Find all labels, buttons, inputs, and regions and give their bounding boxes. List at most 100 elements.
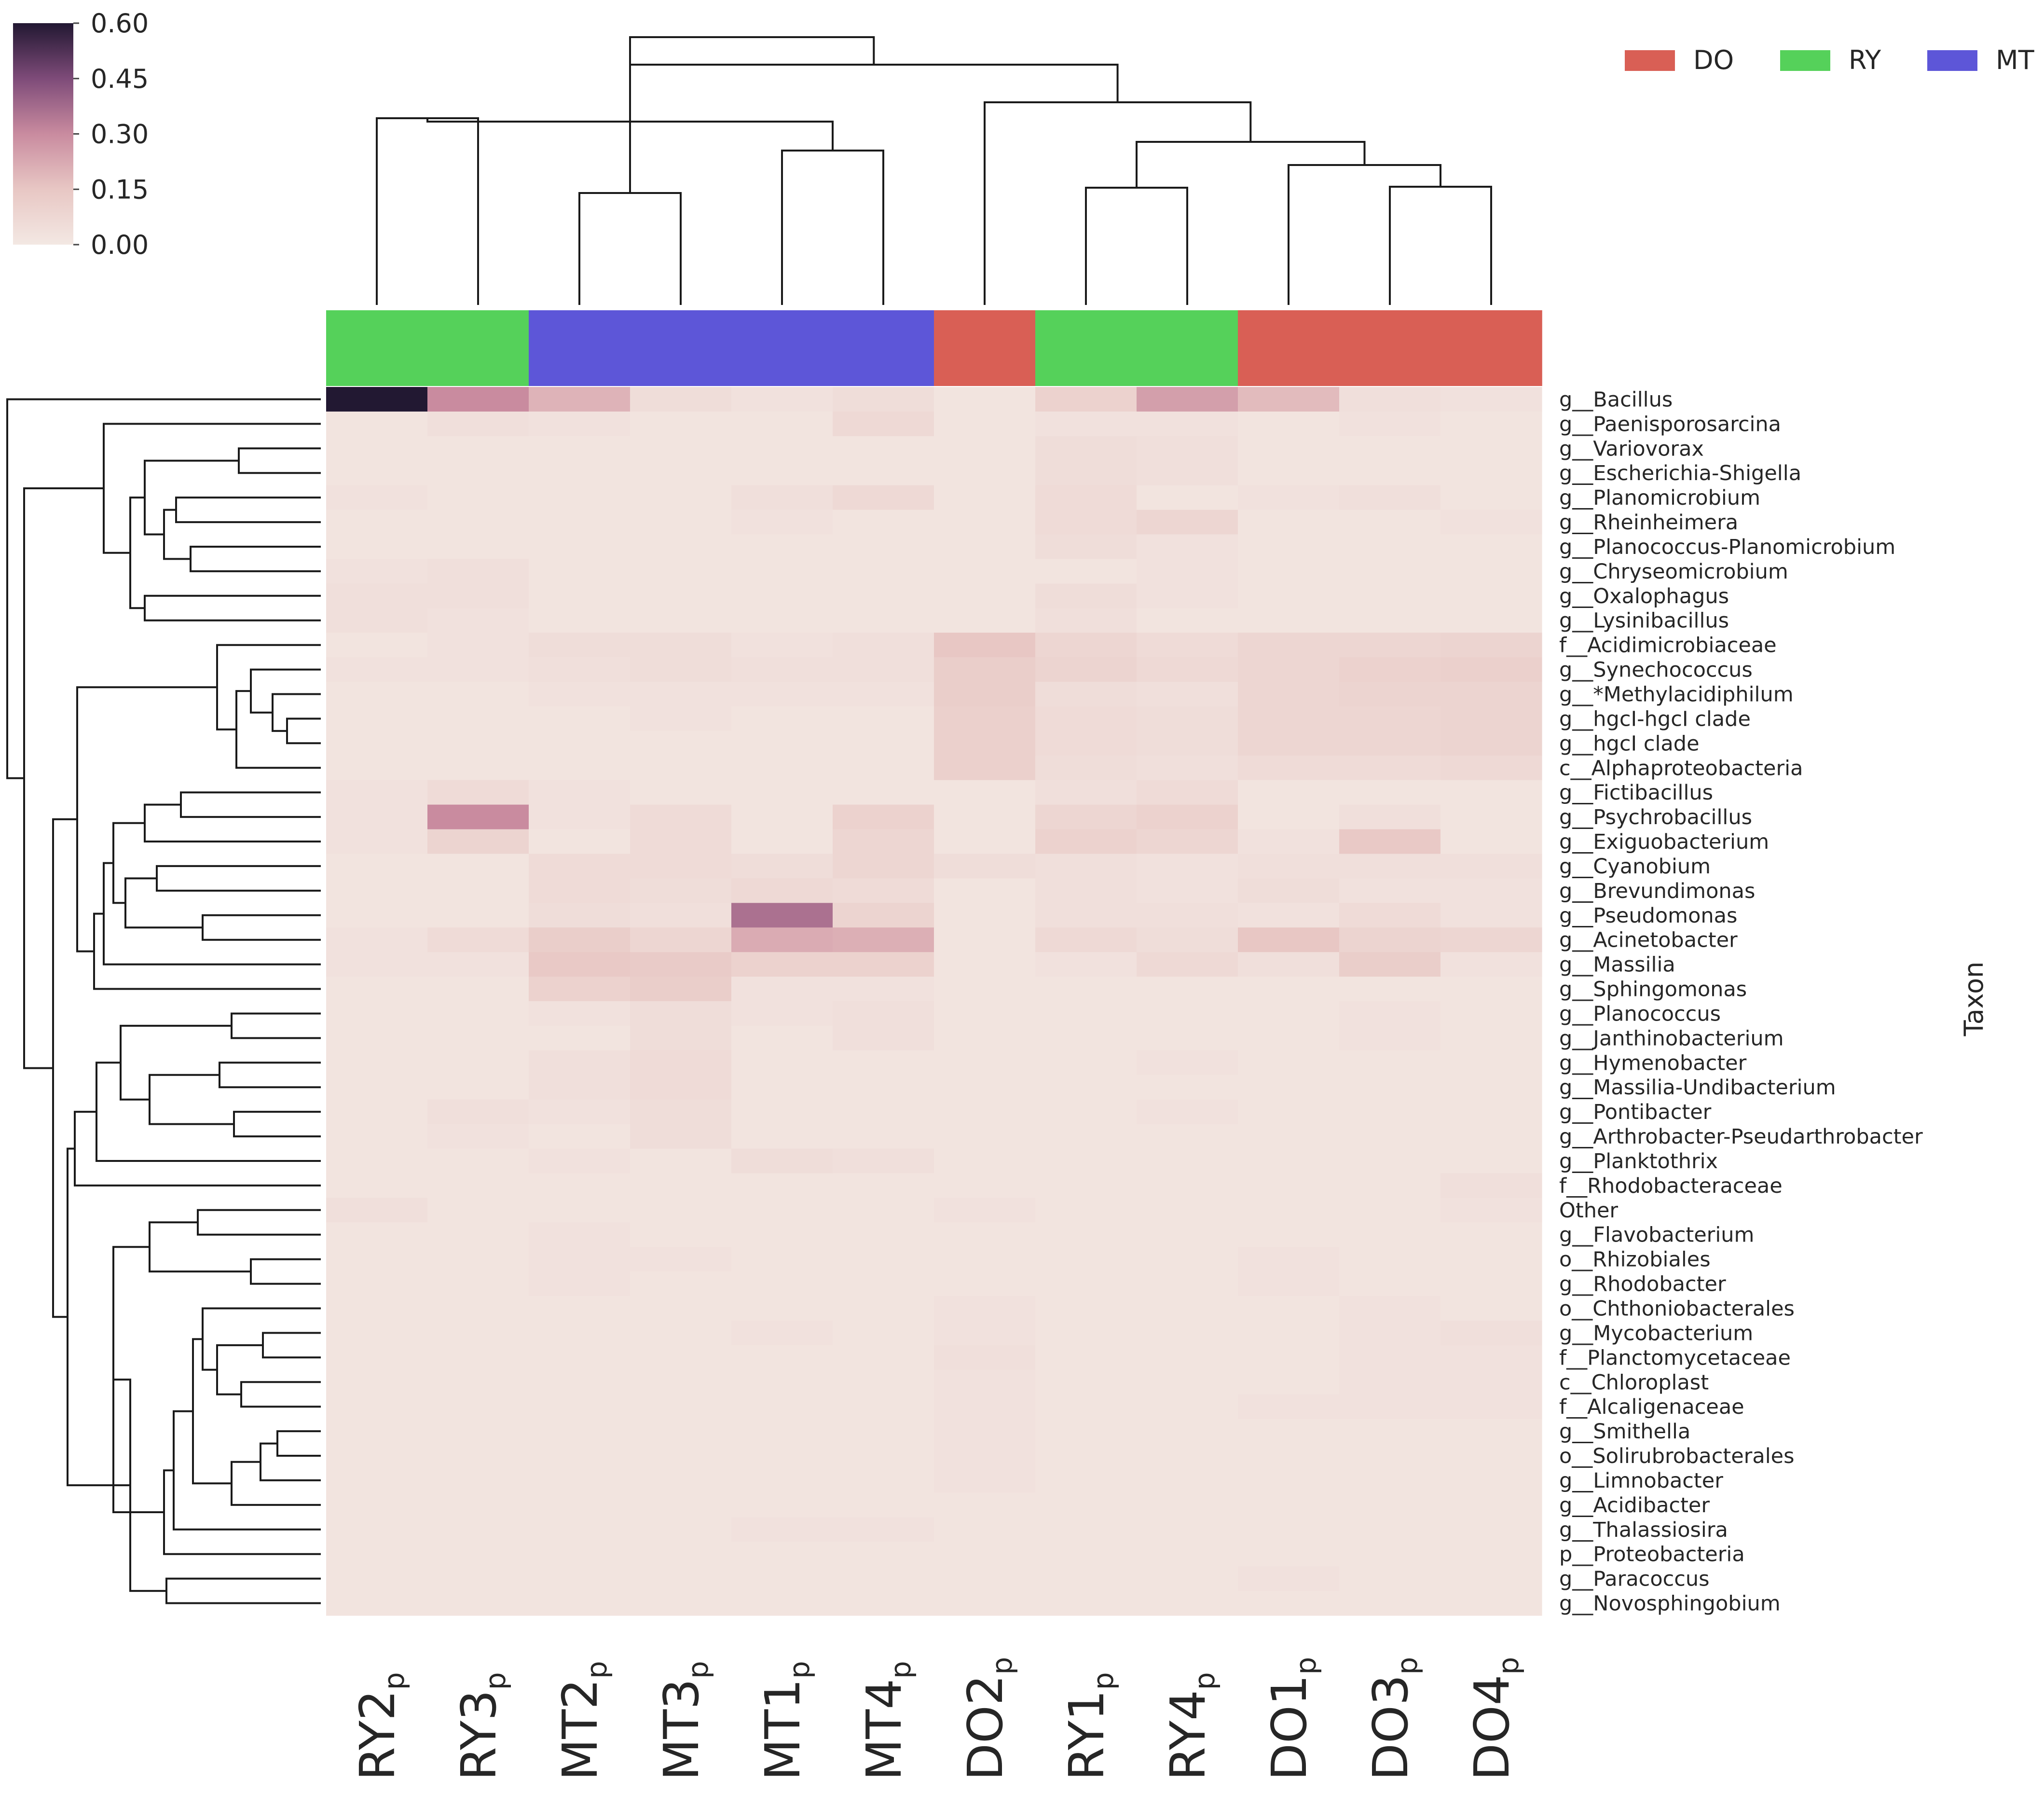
heatmap-cell: [934, 804, 1036, 830]
heatmap-cell: [630, 1394, 732, 1420]
heatmap-cell: [630, 485, 732, 511]
heatmap-cell: [1440, 927, 1542, 952]
column-label: DO3p: [1362, 1657, 1424, 1780]
heatmap-cell: [529, 387, 631, 412]
heatmap-cell: [630, 559, 732, 584]
heatmap-cell: [1339, 682, 1441, 707]
heatmap-cell: [833, 1124, 934, 1149]
heatmap-cell: [630, 460, 732, 486]
column-dendrogram-link: [984, 101, 1252, 305]
heatmap-cell: [1137, 878, 1238, 903]
heatmap-cell: [934, 1148, 1036, 1173]
column-label: DO2p: [957, 1657, 1018, 1780]
heatmap-cell: [326, 510, 428, 535]
heatmap-cell: [1035, 387, 1137, 412]
heatmap-cell: [1440, 559, 1542, 584]
heatmap-cell: [326, 927, 428, 952]
heatmap-cell: [1137, 952, 1238, 977]
column-dendrogram-link: [629, 36, 875, 193]
y-axis-title: Taxon: [1959, 962, 1989, 1037]
heatmap-cell: [529, 1198, 631, 1223]
heatmap-cell: [427, 1443, 529, 1469]
heatmap-cell: [934, 1050, 1036, 1076]
heatmap-cell: [427, 485, 529, 511]
heatmap-cell: [731, 829, 833, 855]
heatmap-cell: [833, 854, 934, 879]
column-label: MT2p: [552, 1661, 613, 1780]
heatmap-cell: [1339, 1025, 1441, 1051]
column-dendrogram-link: [1085, 187, 1188, 305]
heatmap-cell: [833, 903, 934, 928]
heatmap-cell: [833, 1443, 934, 1469]
heatmap-cell: [1035, 952, 1137, 977]
heatmap-cell: [1035, 1124, 1137, 1149]
heatmap-cell: [1339, 1394, 1441, 1420]
heatmap-cell: [1238, 485, 1340, 511]
heatmap-cell: [326, 583, 428, 608]
heatmap-cell: [630, 903, 732, 928]
heatmap-cell: [731, 1050, 833, 1076]
heatmap-cell: [833, 1173, 934, 1198]
heatmap-cell: [630, 1591, 732, 1616]
heatmap-cell: [731, 927, 833, 952]
heatmap-cell: [731, 1492, 833, 1518]
heatmap-cell: [1440, 436, 1542, 461]
heatmap-cell: [427, 780, 529, 805]
row-dendrogram-link: [163, 1469, 321, 1555]
heatmap-cell: [1137, 633, 1238, 658]
heatmap-cell: [326, 755, 428, 781]
heatmap-cell: [630, 878, 732, 903]
heatmap-cell: [1035, 1247, 1137, 1272]
heatmap-cell: [731, 780, 833, 805]
heatmap-cell: [1440, 534, 1542, 559]
heatmap-cell: [934, 1075, 1036, 1100]
heatmap-cell: [731, 1321, 833, 1346]
row-dendrogram-link: [173, 1410, 321, 1531]
heatmap-cell: [1440, 633, 1542, 658]
heatmap-cell: [529, 1566, 631, 1591]
heatmap-cell: [833, 411, 934, 437]
heatmap-cell: [1035, 583, 1137, 608]
heatmap-cell: [326, 682, 428, 707]
heatmap-cell: [1339, 1099, 1441, 1125]
heatmap-cell: [934, 387, 1036, 412]
heatmap-cell: [1339, 755, 1441, 781]
heatmap-cell: [731, 583, 833, 608]
heatmap-cell: [1238, 804, 1340, 830]
heatmap-cell: [529, 977, 631, 1002]
heatmap-cell: [1238, 436, 1340, 461]
heatmap-cell: [326, 1148, 428, 1173]
heatmap-cell: [934, 854, 1036, 879]
heatmap-cell: [326, 1369, 428, 1395]
heatmap-cell: [1339, 977, 1441, 1002]
heatmap-cell: [1339, 633, 1441, 658]
row-label: g__Sphingomonas: [1559, 978, 1747, 1002]
heatmap-cell: [326, 1271, 428, 1297]
heatmap-cell: [1238, 1369, 1340, 1395]
heatmap-cell: [1440, 1443, 1542, 1469]
heatmap-cell: [1137, 731, 1238, 756]
heatmap-cell: [1035, 878, 1137, 903]
heatmap-cell: [1440, 804, 1542, 830]
row-label: g__Psychrobacillus: [1559, 805, 1752, 829]
heatmap-cell: [1238, 534, 1340, 559]
heatmap-cell: [934, 977, 1036, 1002]
group-bar-segment: [1238, 310, 1340, 386]
heatmap-cell: [529, 1075, 631, 1100]
heatmap-cell: [326, 436, 428, 461]
row-dendrogram-link: [144, 594, 321, 621]
row-label: o__Rhizobiales: [1559, 1248, 1711, 1272]
heatmap-cell: [326, 485, 428, 511]
heatmap-cell: [731, 1025, 833, 1051]
heatmap-cell: [529, 952, 631, 977]
heatmap-cell: [731, 1173, 833, 1198]
heatmap-cell: [1440, 952, 1542, 977]
heatmap-cell: [1440, 731, 1542, 756]
heatmap-cell: [529, 1271, 631, 1297]
heatmap-cell: [1440, 1468, 1542, 1493]
row-dendrogram-link: [129, 497, 145, 609]
row-label: g__Novosphingobium: [1559, 1592, 1781, 1616]
heatmap-cell: [731, 485, 833, 511]
colorbar: 0.00 0.15 0.30 0.45 0.60: [13, 8, 149, 260]
heatmap-cell: [427, 682, 529, 707]
